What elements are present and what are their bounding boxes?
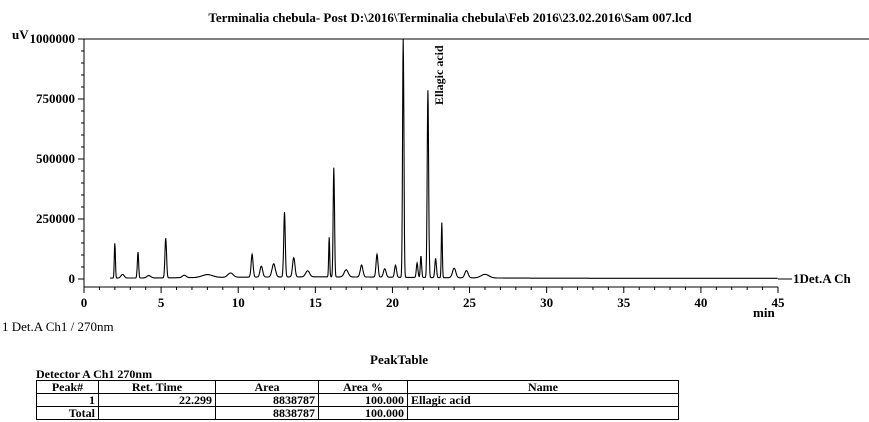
y-tick-label: 0: [69, 271, 76, 286]
cell-total-area-pct: 100.000: [318, 406, 408, 420]
chromatogram-trace: [110, 38, 778, 279]
table-row: 1 22.299 8838787 100.000 Ellagic acid: [36, 393, 679, 407]
y-axis-unit-label: uV: [12, 27, 29, 42]
peak-annotation-label: Ellagic acid: [432, 45, 446, 105]
x-tick-label: 30: [540, 295, 553, 310]
header-ret-time: Ret. Time: [98, 380, 216, 394]
y-tick-label: 250000: [36, 211, 75, 226]
x-tick-label: 20: [386, 295, 399, 310]
x-tick-label: 10: [232, 295, 245, 310]
x-tick-label: 15: [309, 295, 323, 310]
y-axis-ticks: 0 250000 500000 750000 1000000: [30, 31, 84, 286]
x-tick-label: 35: [617, 295, 631, 310]
x-axis-ticks: 0 5 10 15 20 25 30 35 40 45: [81, 287, 785, 310]
header-name: Name: [407, 380, 679, 394]
cell-ret-time: 22.299: [98, 393, 216, 407]
cell-total-name: [407, 406, 679, 420]
x-tick-label: 5: [158, 295, 165, 310]
chart-title: Terminalia chebula- Post D:\2016\Termina…: [208, 10, 692, 25]
cell-area: 8838787: [215, 393, 319, 407]
cell-total-ret-time: [98, 406, 216, 420]
detector-label: Detector A Ch1 270nm: [36, 367, 153, 381]
cell-peak: 1: [36, 393, 99, 407]
x-tick-label: 0: [81, 295, 88, 310]
x-tick-label: 40: [694, 295, 707, 310]
cell-name: Ellagic acid: [407, 393, 679, 407]
table-header-row: Peak# Ret. Time Area Area % Name: [36, 380, 679, 394]
cell-area-pct: 100.000: [318, 393, 408, 407]
header-peak: Peak#: [36, 380, 99, 394]
y-tick-label: 750000: [36, 91, 75, 106]
legend-series-name: 1Det.A Ch: [793, 271, 852, 286]
cell-total-area: 8838787: [215, 406, 319, 420]
x-tick-label: 45: [772, 295, 786, 310]
table-total-row: Total 8838787 100.000: [36, 406, 679, 420]
peak-table-title: PeakTable: [370, 352, 429, 367]
x-axis-unit-label: min: [753, 305, 775, 320]
cell-total-label: Total: [36, 406, 99, 420]
x-tick-label: 25: [463, 295, 477, 310]
header-area-pct: Area %: [318, 380, 408, 394]
channel-label: 1 Det.A Ch1 / 270nm: [2, 319, 114, 334]
peak-table: Peak# Ret. Time Area Area % Name 1 22.29…: [36, 380, 679, 420]
y-tick-label: 500000: [36, 151, 75, 166]
header-area: Area: [215, 380, 319, 394]
y-tick-label: 1000000: [30, 31, 76, 46]
chromatogram-chart: Terminalia chebula- Post D:\2016\Termina…: [12, 10, 869, 320]
peak-annotations: Ellagic acid: [432, 45, 446, 105]
